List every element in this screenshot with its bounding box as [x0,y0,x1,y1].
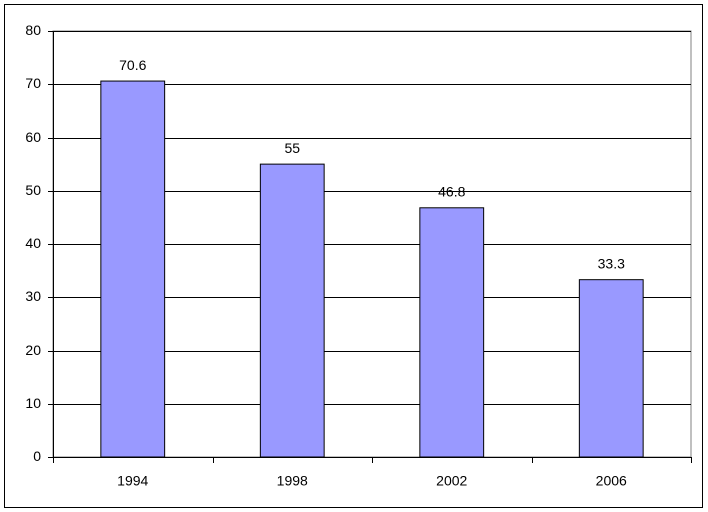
x-tick-label: 1994 [117,473,148,489]
bar [578,279,644,458]
y-tick-label: 0 [33,448,41,464]
y-tick-label: 20 [25,342,41,358]
bar [419,207,485,458]
data-label: 55 [284,140,300,156]
bar [100,80,166,458]
bar [259,163,325,458]
y-tick-label: 70 [25,75,41,91]
y-tick-label: 40 [25,235,41,251]
y-tick-label: 80 [25,22,41,38]
y-tick-label: 60 [25,129,41,145]
x-tick-label: 2002 [436,473,467,489]
x-tick-label: 1998 [277,473,308,489]
y-tick-label: 10 [25,395,41,411]
data-label: 46.8 [438,183,465,199]
data-label: 33.3 [598,255,625,271]
y-tick-label: 50 [25,182,41,198]
data-label: 70.6 [119,57,146,73]
y-tick-label: 30 [25,288,41,304]
x-tick-label: 2006 [596,473,627,489]
